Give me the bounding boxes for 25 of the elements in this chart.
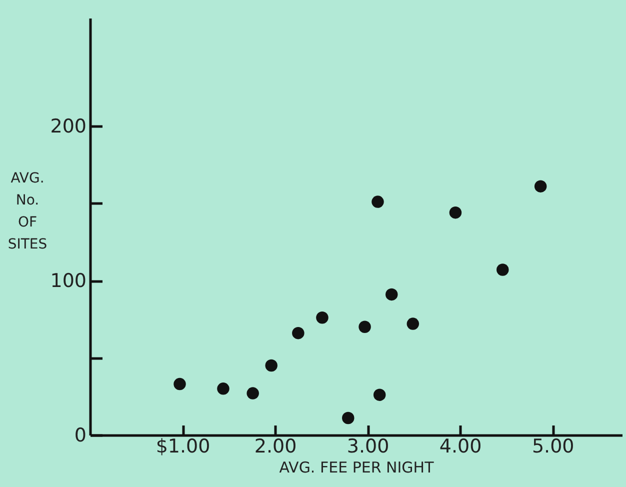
point <box>246 387 259 400</box>
x-tick-label: 5.00 <box>532 436 574 458</box>
y-tick-label: 200 <box>50 116 86 138</box>
point <box>373 388 386 401</box>
point <box>534 180 547 192</box>
point <box>217 382 230 395</box>
x-axis-title: AVG. FEE PER NIGHT <box>279 458 435 476</box>
point <box>292 326 304 340</box>
point <box>406 318 420 330</box>
x-tick-label: 2.00 <box>254 436 297 458</box>
x-tick-label: 3.00 <box>346 436 390 458</box>
x-tick-label: $1.00 <box>156 436 210 458</box>
point <box>174 378 186 390</box>
y-axis-title: AVG. No. OF SITES <box>8 170 48 252</box>
x-tick-label: 4.00 <box>439 436 482 458</box>
point <box>449 206 462 219</box>
point <box>358 320 371 333</box>
y-tick-label: 0 <box>74 424 86 446</box>
y-tick-label: 100 <box>50 270 86 292</box>
point <box>342 412 354 424</box>
point <box>265 359 278 372</box>
point <box>385 288 398 301</box>
point <box>316 312 328 324</box>
point <box>496 264 509 276</box>
point <box>372 196 384 208</box>
